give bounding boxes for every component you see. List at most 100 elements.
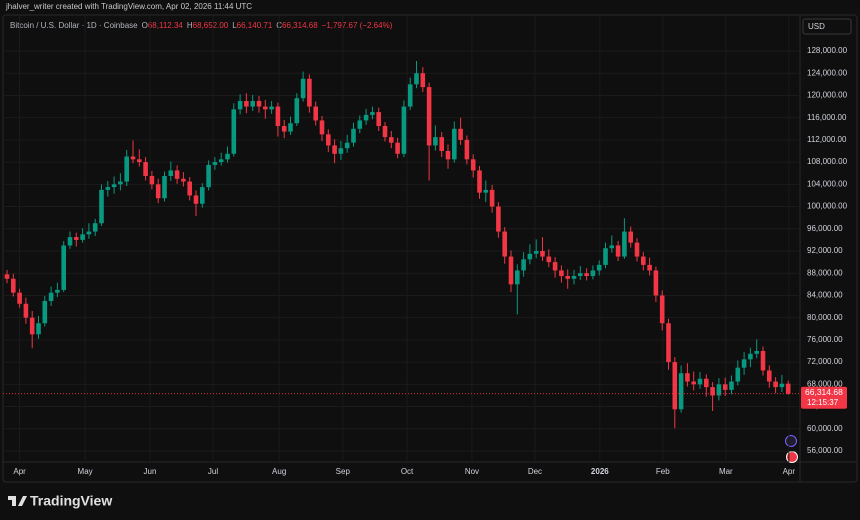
y-tick-label: 72,000.00	[807, 357, 843, 366]
symbol-legend: Bitcoin / U.S. Dollar · 1D · Coinbase O68…	[10, 21, 393, 30]
candle-body	[584, 273, 589, 276]
candle-body	[729, 381, 734, 390]
candle-body	[735, 367, 741, 382]
legend-value: 66,314.68	[282, 21, 318, 30]
y-tick-label: 112,000.00	[807, 135, 847, 144]
y-tick-label: 128,000.00	[807, 46, 848, 55]
logo	[8, 496, 27, 506]
candle-body	[659, 295, 665, 324]
y-tick-label: 80,000.00	[807, 313, 843, 322]
candle-body	[206, 164, 211, 188]
candle-body	[218, 159, 224, 163]
candle-body	[200, 187, 205, 204]
candle-body	[244, 101, 249, 107]
candle-body	[370, 112, 375, 115]
x-tick-label: Aug	[272, 467, 286, 476]
x-tick-label: 2026	[591, 467, 609, 476]
event-icon[interactable]	[786, 451, 798, 463]
candle-body	[338, 148, 344, 154]
candle-body	[300, 78, 306, 99]
y-tick-label: 92,000.00	[807, 246, 843, 255]
candle-body	[17, 292, 22, 304]
y-tick-label: 88,000.00	[807, 268, 843, 277]
candle-body	[760, 351, 766, 371]
last-price-label: 66,314.68	[805, 387, 843, 397]
y-tick-label: 60,000.00	[807, 424, 843, 433]
candle-body	[326, 134, 331, 146]
y-tick-label: 76,000.00	[807, 335, 843, 344]
candle-body	[92, 223, 98, 232]
candle-body	[55, 289, 60, 293]
candle-body	[313, 106, 318, 121]
candle-body	[281, 126, 287, 132]
candle-body	[540, 251, 545, 257]
candle-body	[389, 137, 394, 143]
candle-body	[363, 114, 369, 121]
candle-body	[452, 128, 457, 160]
candle-body	[332, 145, 337, 154]
candle-body	[628, 231, 633, 243]
candle-body	[376, 112, 381, 126]
candle-body	[149, 176, 155, 185]
legend-value: 68,652.00	[193, 21, 229, 30]
candle-body	[615, 245, 621, 257]
candle-body	[496, 206, 501, 232]
candle-body	[351, 128, 356, 143]
x-tick-label: Apr	[783, 467, 796, 476]
candle-body	[29, 317, 35, 335]
candle-body	[741, 359, 747, 368]
y-tick-label: 100,000.00	[807, 202, 848, 211]
candle-body	[515, 270, 520, 285]
candle-body	[559, 270, 564, 276]
event-icon[interactable]	[785, 435, 797, 447]
currency-box[interactable]	[802, 18, 852, 35]
candle-body	[111, 184, 117, 188]
candle-body	[168, 170, 174, 176]
candle-body	[99, 189, 104, 224]
candle-body	[685, 373, 690, 382]
candle-body	[672, 362, 678, 410]
chart-panel	[2, 14, 858, 483]
candle-body	[137, 159, 142, 163]
candle-body	[275, 106, 281, 126]
candle-body	[590, 270, 596, 276]
candle-body	[678, 373, 684, 410]
candle-body	[704, 378, 709, 388]
candle-body	[596, 264, 602, 271]
candle-body	[565, 276, 570, 279]
candle-body	[263, 106, 268, 110]
candle-body	[42, 301, 48, 324]
candle-body	[533, 251, 539, 254]
candle-body	[269, 106, 274, 110]
candle-body	[527, 253, 533, 260]
currency[interactable]: USD	[808, 22, 825, 31]
candle-body	[508, 256, 514, 285]
candle-body	[779, 383, 785, 388]
logo-mark	[8, 496, 27, 506]
candle-body	[162, 176, 167, 199]
candle-body	[767, 370, 772, 382]
candle-body	[634, 242, 640, 257]
y-tick-label: 120,000.00	[807, 91, 848, 100]
candle-body	[67, 237, 73, 246]
candle-body	[426, 87, 432, 146]
candle-body	[464, 139, 470, 160]
candle-body	[653, 270, 659, 296]
candle-body	[697, 378, 703, 385]
candle-body	[433, 137, 438, 146]
candle-body	[477, 170, 482, 193]
y-tick-label: 96,000.00	[807, 224, 843, 233]
candle-body	[193, 195, 199, 204]
candle-body	[754, 351, 759, 354]
candle-body	[546, 256, 552, 263]
candle-body	[357, 120, 363, 129]
candle-body	[294, 98, 300, 124]
candle-body	[344, 142, 350, 149]
x-tick-label: Jul	[208, 467, 218, 476]
legend-value: 68,112.34	[148, 21, 184, 30]
change: −1,797.67 (−2.64%)	[322, 21, 393, 30]
candle-body	[578, 273, 583, 276]
candle-body	[571, 276, 577, 279]
grid	[3, 15, 800, 462]
